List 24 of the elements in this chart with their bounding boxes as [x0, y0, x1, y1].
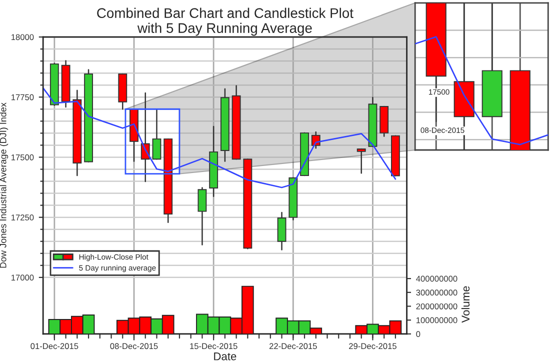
- y2-tick-label: 400000000: [416, 276, 458, 282]
- y-axis-title: Dow Jones Industrial Average (DJI) Index: [0, 102, 8, 268]
- y2-tick-label: 200000000: [416, 303, 458, 310]
- y-tick-label: 17750: [11, 94, 34, 100]
- line-series: [43, 87, 396, 188]
- candlestick: [152, 108, 162, 160]
- y-tick-label: 17000: [11, 274, 34, 281]
- chart-title: Combined Bar Chart and Candlestick Plot with 5 Day Running Average: [97, 8, 354, 36]
- candlestick: [198, 187, 207, 246]
- x-tick-label: 22-Dec-2015: [269, 343, 317, 350]
- x-axis-title: Date: [214, 352, 236, 360]
- y2-axis-title: Volume: [461, 286, 470, 323]
- y2-tick-label: 300000000: [416, 290, 458, 296]
- y2-tick-label: 100000000: [416, 317, 458, 324]
- y2-tick-label: 0: [416, 331, 420, 338]
- x-tick-label: 29-Dec-2015: [349, 343, 396, 350]
- y-tick-label: 17500: [11, 154, 34, 160]
- y-tick-label: 18000: [11, 34, 34, 40]
- x-tick-label: 08-Dec-2015: [110, 343, 158, 350]
- candlestick: [277, 212, 286, 250]
- x-tick-label: 01-Dec-2015: [30, 343, 78, 350]
- y-tick-label: 17250: [11, 214, 34, 220]
- candlestick: [356, 148, 366, 174]
- x-tick-label: 15-Dec-2015: [190, 343, 238, 350]
